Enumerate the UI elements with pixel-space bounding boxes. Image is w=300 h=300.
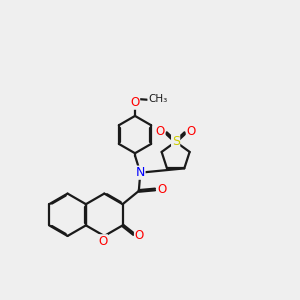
Text: N: N xyxy=(136,166,145,179)
Text: O: O xyxy=(156,125,165,138)
Text: O: O xyxy=(134,229,144,242)
Text: O: O xyxy=(186,125,196,138)
Text: CH₃: CH₃ xyxy=(148,94,167,104)
Text: O: O xyxy=(130,96,140,109)
Text: S: S xyxy=(172,135,180,148)
Text: O: O xyxy=(157,183,166,196)
Text: O: O xyxy=(98,235,107,248)
